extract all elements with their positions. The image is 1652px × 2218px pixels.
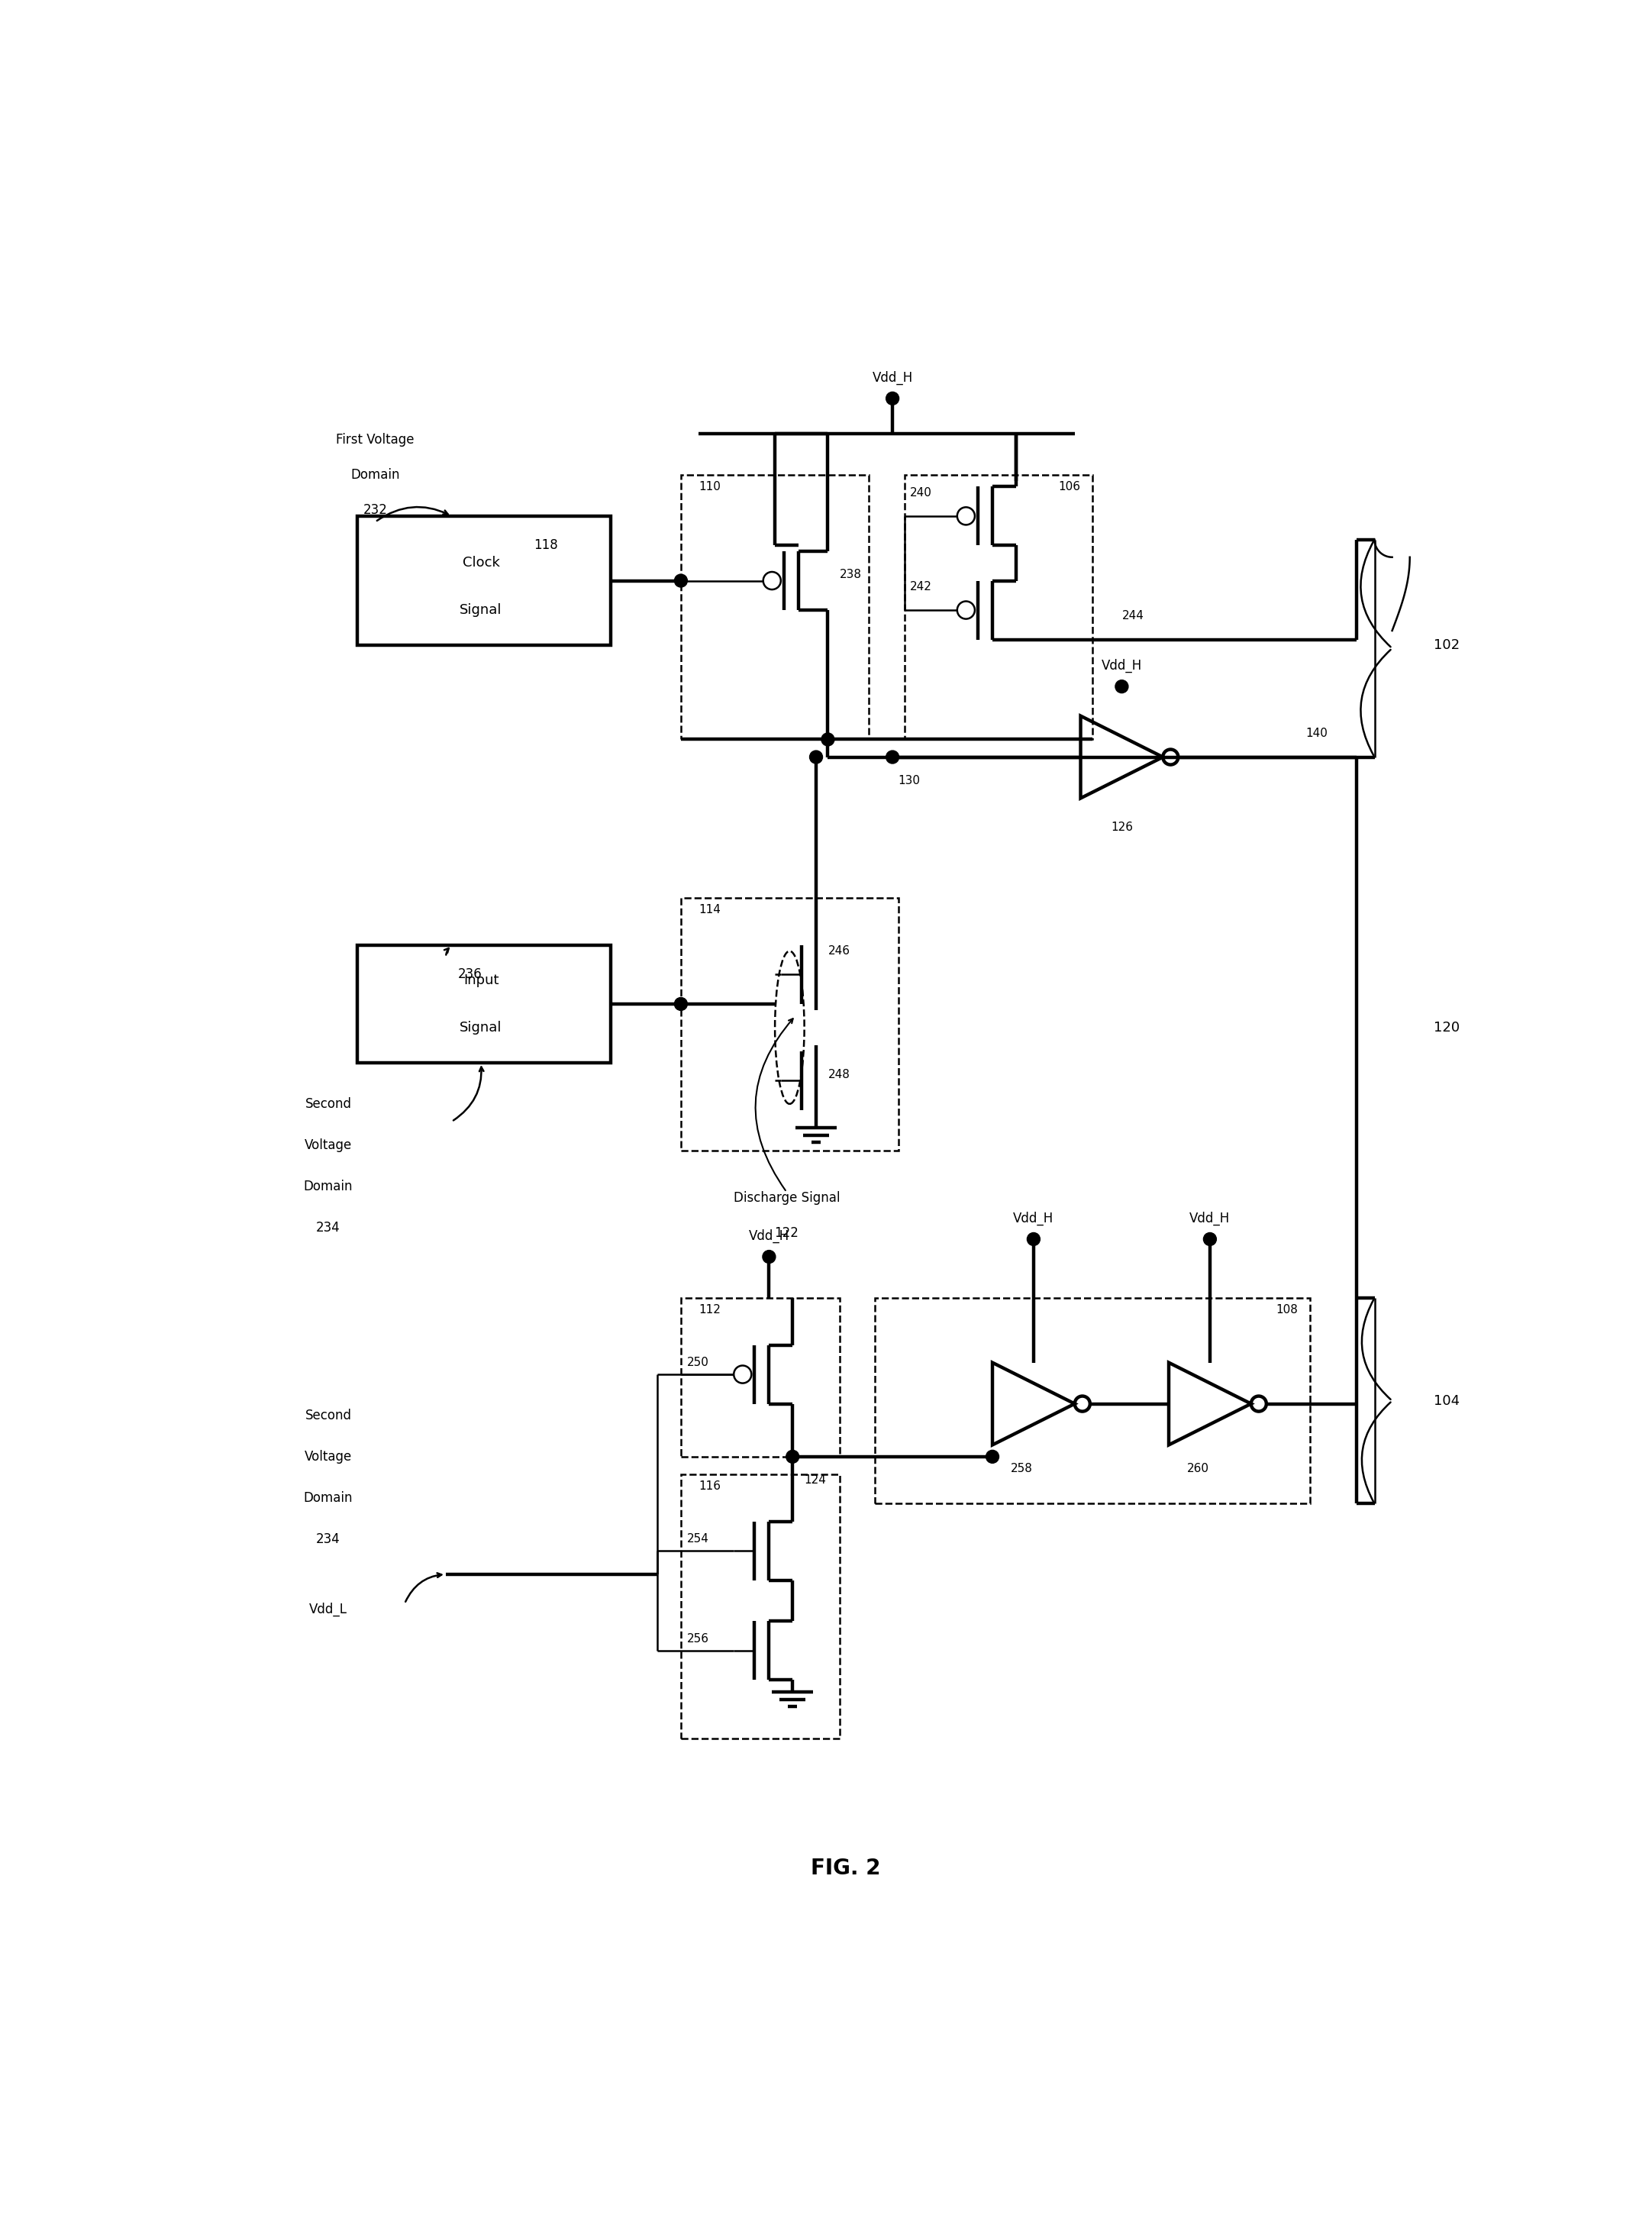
Text: 232: 232 (363, 503, 387, 517)
Text: 114: 114 (699, 905, 720, 916)
Text: Domain: Domain (304, 1490, 354, 1504)
Text: Vdd_L: Vdd_L (309, 1604, 347, 1617)
Text: Discharge Signal: Discharge Signal (733, 1191, 839, 1204)
Text: 254: 254 (687, 1533, 709, 1544)
Circle shape (674, 998, 687, 1011)
Circle shape (1028, 1233, 1041, 1247)
Circle shape (809, 750, 823, 763)
Text: Voltage: Voltage (304, 1451, 352, 1464)
Text: 238: 238 (839, 570, 862, 581)
Text: Vdd_H: Vdd_H (748, 1229, 790, 1242)
Circle shape (1115, 681, 1128, 692)
Text: Second: Second (306, 1408, 352, 1422)
Circle shape (986, 1451, 999, 1464)
Text: 260: 260 (1188, 1462, 1209, 1475)
Text: 116: 116 (699, 1479, 720, 1493)
Text: Vdd_H: Vdd_H (1013, 1211, 1054, 1227)
Text: 112: 112 (699, 1304, 720, 1315)
Text: 130: 130 (899, 774, 920, 787)
Bar (904, 475, 1092, 739)
Bar (876, 1298, 1310, 1504)
Text: Vdd_H: Vdd_H (1102, 659, 1142, 672)
Circle shape (674, 574, 687, 588)
Circle shape (786, 1451, 800, 1464)
Text: Second: Second (306, 1098, 352, 1111)
Text: 250: 250 (687, 1357, 709, 1369)
Text: 102: 102 (1434, 639, 1459, 652)
Text: Clock: Clock (463, 557, 499, 570)
Text: 244: 244 (1122, 610, 1143, 621)
Circle shape (763, 1251, 775, 1264)
Text: 140: 140 (1305, 728, 1328, 739)
Text: 124: 124 (805, 1475, 826, 1486)
Text: Signal: Signal (459, 603, 502, 617)
Text: Signal: Signal (459, 1020, 502, 1034)
Text: First Voltage: First Voltage (335, 433, 415, 446)
Text: 108: 108 (1275, 1304, 1298, 1315)
Text: 258: 258 (1011, 1462, 1032, 1475)
Text: Input: Input (463, 974, 499, 987)
Text: 106: 106 (1059, 481, 1080, 492)
Text: 126: 126 (1110, 823, 1133, 834)
Circle shape (885, 393, 899, 406)
Text: 122: 122 (775, 1227, 800, 1240)
Bar (357, 945, 610, 1062)
Text: Domain: Domain (304, 1180, 354, 1193)
Bar (681, 1298, 839, 1457)
Text: 246: 246 (828, 945, 851, 956)
Text: 256: 256 (687, 1632, 709, 1644)
Text: Vdd_H: Vdd_H (872, 370, 914, 386)
Text: Voltage: Voltage (304, 1138, 352, 1151)
Circle shape (885, 750, 899, 763)
Text: 242: 242 (910, 581, 932, 592)
Text: Domain: Domain (350, 468, 400, 481)
Bar (357, 517, 610, 645)
Text: 234: 234 (316, 1533, 340, 1546)
Text: 236: 236 (458, 967, 482, 980)
Text: 104: 104 (1434, 1393, 1459, 1408)
Text: 240: 240 (910, 486, 932, 499)
Bar (681, 898, 899, 1151)
Circle shape (1203, 1233, 1216, 1247)
Text: 120: 120 (1434, 1020, 1459, 1034)
Text: Vdd_H: Vdd_H (1189, 1211, 1231, 1227)
Circle shape (821, 732, 834, 745)
Text: FIG. 2: FIG. 2 (811, 1856, 881, 1879)
Text: 234: 234 (316, 1220, 340, 1233)
Text: 110: 110 (699, 481, 720, 492)
Bar (681, 1475, 839, 1739)
Text: 118: 118 (534, 539, 558, 552)
Text: 248: 248 (828, 1069, 849, 1080)
Bar (681, 475, 869, 739)
